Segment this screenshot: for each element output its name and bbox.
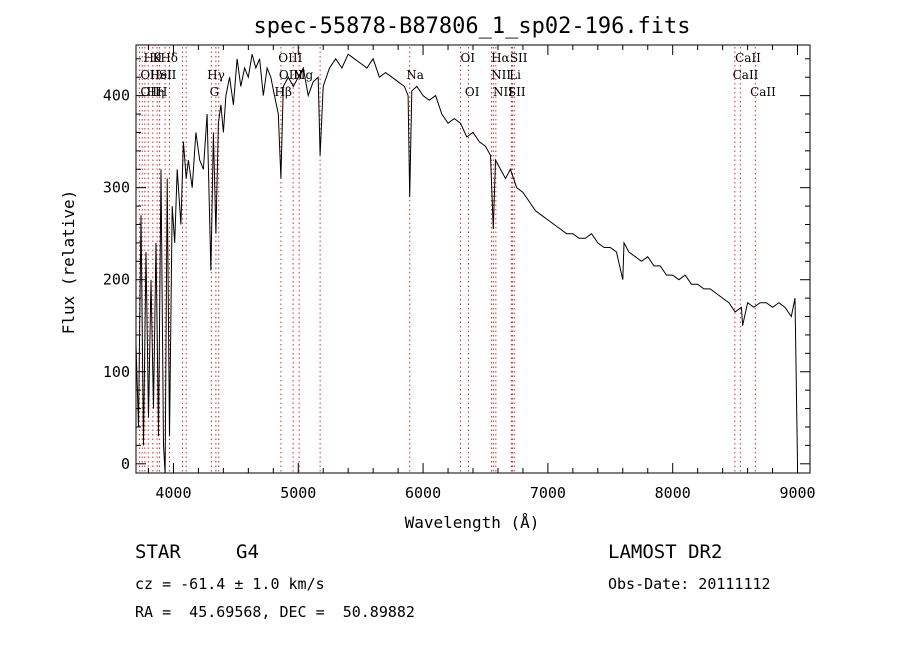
line-label: SII — [159, 68, 177, 82]
line-markers — [138, 47, 756, 473]
line-label: Hθ — [143, 51, 161, 65]
line-label: NII — [493, 85, 513, 99]
x-tick-label: 9000 — [779, 484, 815, 502]
line-label: OIII — [278, 51, 302, 65]
y-tick-label: 200 — [103, 271, 130, 289]
line-label: SII — [508, 85, 526, 99]
x-tick-label: 6000 — [405, 484, 441, 502]
line-label: CaII — [733, 68, 759, 82]
x-tick-label: 7000 — [530, 484, 566, 502]
x-tick-label: 8000 — [655, 484, 691, 502]
line-label: G — [210, 85, 220, 99]
obs-date: Obs-Date: 20111112 — [608, 575, 771, 593]
y-axis-label: Flux (relative) — [59, 190, 78, 335]
redshift-readout: cz = -61.4 ± 1.0 km/s — [135, 575, 325, 593]
line-label: SII — [510, 51, 528, 65]
chart-title: spec-55878-B87806_1_sp02-196.fits — [253, 14, 690, 39]
x-tick-label: 4000 — [155, 484, 191, 502]
line-label: OI — [465, 85, 480, 99]
line-label: Li — [509, 68, 521, 82]
line-label: Hγ — [207, 68, 225, 82]
line-label: Hδ — [160, 51, 178, 65]
line-label: H — [157, 85, 167, 99]
plot-frame — [135, 44, 811, 474]
line-label: OI — [461, 51, 476, 65]
line-label: CaII — [735, 51, 761, 65]
line-label: Mg — [293, 68, 313, 82]
line-label: NII — [491, 68, 511, 82]
line-label: HeI — [150, 68, 173, 82]
x-axis-label: Wavelength (Å) — [405, 513, 540, 532]
line-label: K — [153, 51, 163, 65]
coordinates-readout: RA = 45.69568, DEC = 50.89882 — [135, 603, 415, 621]
y-tick-label: 0 — [121, 455, 130, 473]
spectrum-line — [135, 53, 798, 474]
y-tick-label: 400 — [103, 87, 130, 105]
y-tick-label: 100 — [103, 363, 130, 381]
line-label: Hη — [147, 85, 165, 99]
y-tick-label: 300 — [103, 179, 130, 197]
x-tick-label: 5000 — [280, 484, 316, 502]
object-class: STAR — [135, 541, 181, 563]
line-label: CaII — [750, 85, 776, 99]
line-label: Na — [406, 68, 424, 82]
survey-name: LAMOST DR2 — [608, 541, 723, 563]
y-axis-ticks: 0 100 200 300 400 — [103, 58, 810, 473]
object-subclass: G4 — [236, 541, 259, 563]
line-label: OII — [140, 68, 160, 82]
line-label: Hα — [491, 51, 510, 65]
x-axis-ticks: 4000 5000 6000 7000 8000 9000 — [147, 45, 816, 502]
